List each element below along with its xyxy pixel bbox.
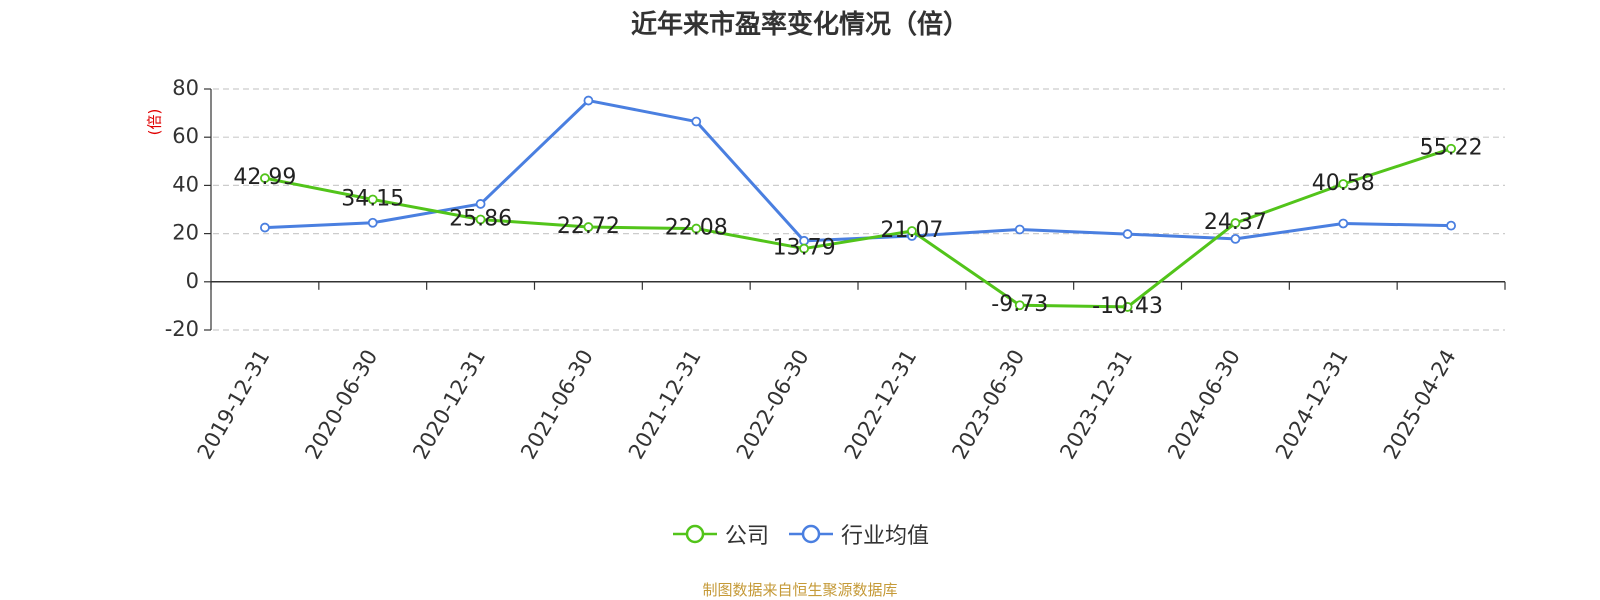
data-point-industry [691, 116, 702, 127]
data-point-company [583, 222, 594, 232]
y-tick-label: 60 [172, 124, 199, 148]
data-point-company [260, 173, 270, 184]
x-tick-label: 2024-06-30 [1163, 346, 1245, 464]
data-point-industry [1230, 234, 1241, 244]
data-point-industry [1446, 220, 1456, 231]
x-tick-label: 2020-06-30 [300, 346, 382, 464]
legend-item-company[interactable]: 公司 [671, 518, 769, 550]
data-point-company [691, 223, 702, 234]
x-tick-label: 2024-12-31 [1271, 346, 1353, 464]
data-label-company: 25.86 [449, 206, 512, 231]
x-tick-label: 2022-12-31 [840, 346, 922, 464]
data-point-company [475, 214, 486, 225]
y-tick-label: -20 [165, 317, 199, 341]
grid-lines [213, 88, 1505, 331]
legend-item-industry[interactable]: 行业均值 [787, 518, 929, 550]
x-tick-label: 2022-06-30 [732, 346, 814, 464]
x-tick-label: 2021-06-30 [516, 346, 598, 464]
data-point-industry [260, 222, 270, 233]
data-label-company: 40.58 [1312, 171, 1375, 196]
data-label-company: 22.08 [665, 216, 728, 241]
x-tick-label: 2020-12-31 [408, 346, 490, 464]
data-label-company: 34.15 [341, 186, 404, 211]
data-label-company: 13.79 [773, 236, 836, 261]
data-label-company: 42.99 [233, 165, 296, 190]
data-point-industry [583, 95, 594, 106]
y-axis-title: (倍) [146, 109, 164, 136]
chart-title: 近年来市盈率变化情况（倍） [630, 10, 969, 40]
data-label-company: -9.73 [991, 292, 1048, 317]
data-label-company: 22.72 [557, 214, 620, 239]
series-line-company [264, 147, 1452, 309]
data-labels: 42.99 34.15 25.86 22.72 22.08 13.79 21.07 -9.73… [233, 136, 1482, 319]
data-label-company: 24.37 [1204, 210, 1267, 235]
data-point-industry [367, 217, 378, 228]
data-label-company: 55.22 [1420, 136, 1483, 161]
x-tick-label: 2025-04-24 [1379, 346, 1461, 464]
legend-label-company: 公司 [724, 524, 769, 549]
data-point-company [1122, 302, 1133, 312]
data-point-company [1230, 218, 1241, 228]
legend: 公司 行业均值 [0, 518, 1600, 550]
data-point-company [799, 243, 809, 254]
data-point-industry [1122, 229, 1133, 239]
axes: -20 0 20 40 60 80 2019-12-31 2020-06-30 2020-12-… [165, 76, 1506, 464]
data-point-industry [1338, 218, 1349, 229]
series [260, 95, 1456, 312]
x-tick-label: 2023-06-30 [947, 346, 1029, 464]
data-label-company: 21.07 [880, 218, 943, 243]
legend-company-line-icon [672, 524, 717, 544]
y-tick-label: 40 [172, 172, 199, 196]
data-point-industry [475, 199, 486, 209]
data-point-company [1014, 300, 1025, 311]
data-point-company [367, 194, 378, 205]
data-point-company [1446, 143, 1456, 154]
x-tick-label: 2019-12-31 [193, 346, 275, 464]
legend-label-industry: 行业均值 [841, 524, 930, 549]
x-tick-label: 2023-12-31 [1055, 346, 1137, 464]
data-point-industry [1014, 224, 1025, 235]
data-point-company [1338, 179, 1349, 189]
legend-industry-line-icon [789, 524, 833, 544]
y-tick-label: 20 [172, 221, 199, 245]
y-tick-label: 80 [172, 76, 199, 100]
y-tick-label: 0 [186, 269, 199, 293]
data-label-company: -10.43 [1092, 294, 1163, 319]
x-tick-label: 2021-12-31 [624, 346, 706, 464]
series-line-industry [264, 99, 1452, 243]
data-point-company [907, 226, 917, 236]
source-note: 制图数据来自恒生聚源数据库 [702, 581, 898, 599]
